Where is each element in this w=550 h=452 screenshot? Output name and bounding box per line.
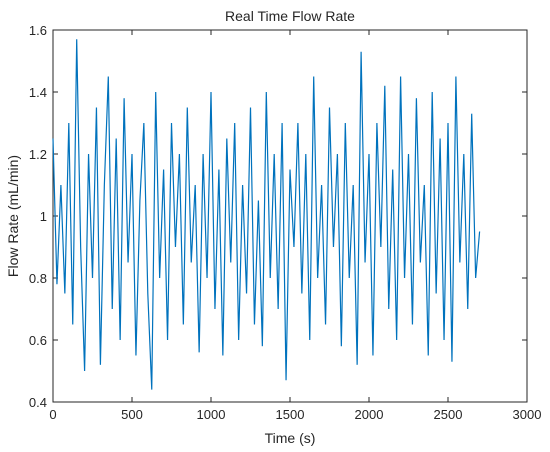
x-tick-label: 1000 bbox=[197, 407, 226, 422]
x-tick-label: 3000 bbox=[513, 407, 542, 422]
y-tick-label: 0.6 bbox=[29, 333, 47, 348]
x-axis-label: Time (s) bbox=[265, 430, 316, 446]
plot-area bbox=[52, 29, 528, 403]
x-tick-label: 2000 bbox=[355, 407, 384, 422]
x-tick-label: 500 bbox=[121, 407, 143, 422]
chart-title: Real Time Flow Rate bbox=[225, 8, 355, 24]
x-tick-label: 2500 bbox=[434, 407, 463, 422]
y-tick-label: 1.4 bbox=[29, 85, 47, 100]
y-tick-label: 1.2 bbox=[29, 147, 47, 162]
y-tick-label: 0.4 bbox=[29, 395, 47, 410]
x-tick-label: 0 bbox=[49, 407, 56, 422]
y-tick-label: 0.8 bbox=[29, 271, 47, 286]
y-tick-label: 1.6 bbox=[29, 23, 47, 38]
y-tick-label: 1 bbox=[40, 209, 47, 224]
data-line bbox=[52, 39, 481, 390]
x-tick-label: 1500 bbox=[276, 407, 305, 422]
y-axis-label: Flow Rate (mL/min) bbox=[5, 155, 21, 277]
